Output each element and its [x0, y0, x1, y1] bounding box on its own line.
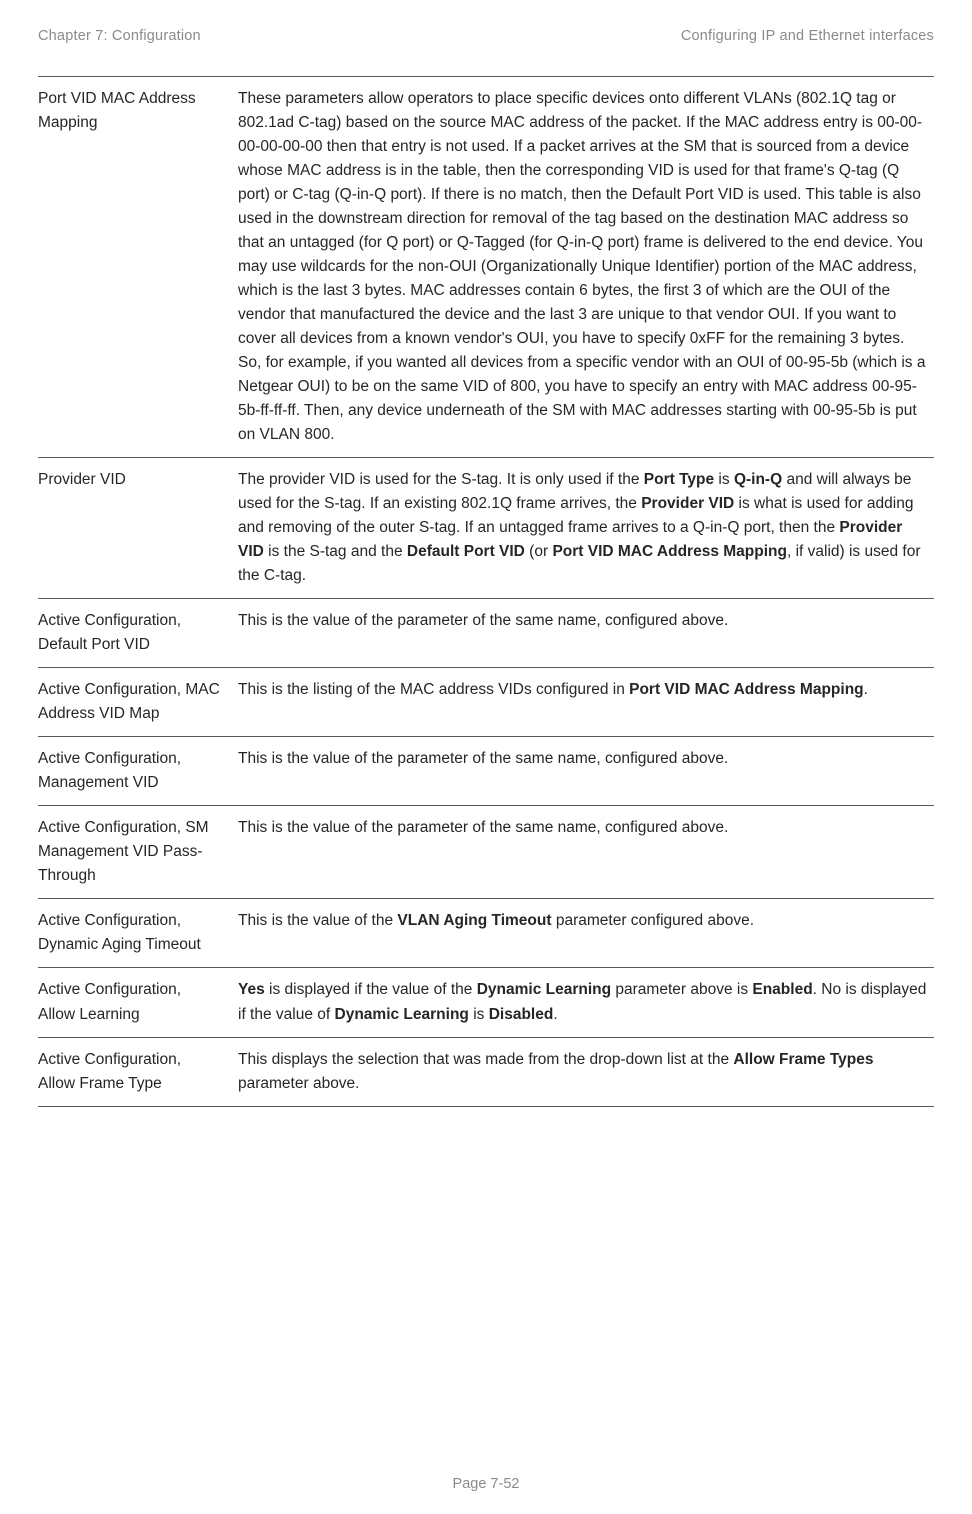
parameter-description: This is the listing of the MAC address V… [238, 668, 934, 737]
bold-text: Port VID MAC Address Mapping [629, 681, 864, 698]
page-footer: Page 7-52 [0, 1476, 972, 1492]
body-text: is [469, 1006, 489, 1023]
parameter-description: This is the value of the parameter of th… [238, 806, 934, 899]
table-row: Active Configuration, Allow LearningYes … [38, 968, 934, 1037]
body-text: is the S-tag and the [264, 543, 407, 560]
table-row: Active Configuration, MAC Address VID Ma… [38, 668, 934, 737]
table-row: Active Configuration, Dynamic Aging Time… [38, 899, 934, 968]
page-header: Chapter 7: Configuration Configuring IP … [38, 28, 934, 44]
body-text: is [714, 471, 734, 488]
body-text: is displayed if the value of the [265, 981, 477, 998]
bold-text: Port Type [644, 471, 714, 488]
bold-text: Port VID MAC Address Mapping [552, 543, 787, 560]
parameter-description: Yes is displayed if the value of the Dyn… [238, 968, 934, 1037]
bold-text: Dynamic Learning [335, 1006, 469, 1023]
parameter-name: Active Configuration, Management VID [38, 737, 238, 806]
parameter-name: Active Configuration, Allow Frame Type [38, 1037, 238, 1106]
body-text: This is the value of the [238, 912, 397, 929]
parameter-name: Port VID MAC Address Mapping [38, 77, 238, 458]
bold-text: Allow Frame Types [733, 1051, 873, 1068]
table-row: Active Configuration, SM Management VID … [38, 806, 934, 899]
bold-text: Disabled [489, 1006, 554, 1023]
parameter-name: Active Configuration, Dynamic Aging Time… [38, 899, 238, 968]
parameter-description: This is the value of the parameter of th… [238, 599, 934, 668]
parameter-name: Active Configuration, MAC Address VID Ma… [38, 668, 238, 737]
header-left: Chapter 7: Configuration [38, 28, 201, 44]
body-text: parameter configured above. [552, 912, 754, 929]
parameter-description: These parameters allow operators to plac… [238, 77, 934, 458]
bold-text: Provider VID [641, 495, 734, 512]
parameter-description: This displays the selection that was mad… [238, 1037, 934, 1106]
parameter-table: Port VID MAC Address MappingThese parame… [38, 76, 934, 1107]
parameter-description: This is the value of the parameter of th… [238, 737, 934, 806]
parameter-description: The provider VID is used for the S-tag. … [238, 458, 934, 599]
body-text: parameter above is [611, 981, 752, 998]
bold-text: Enabled [752, 981, 812, 998]
table-row: Active Configuration, Default Port VIDTh… [38, 599, 934, 668]
bold-text: Dynamic Learning [477, 981, 611, 998]
body-text: This displays the selection that was mad… [238, 1051, 733, 1068]
bold-text: Default Port VID [407, 543, 525, 560]
bold-text: VLAN Aging Timeout [397, 912, 551, 929]
bold-text: Q-in-Q [734, 471, 782, 488]
parameter-description: This is the value of the VLAN Aging Time… [238, 899, 934, 968]
parameter-name: Active Configuration, Allow Learning [38, 968, 238, 1037]
table-row: Active Configuration, Allow Frame TypeTh… [38, 1037, 934, 1106]
table-row: Port VID MAC Address MappingThese parame… [38, 77, 934, 458]
body-text: The provider VID is used for the S-tag. … [238, 471, 644, 488]
table-row: Active Configuration, Management VIDThis… [38, 737, 934, 806]
parameter-name: Active Configuration, Default Port VID [38, 599, 238, 668]
parameter-name: Active Configuration, SM Management VID … [38, 806, 238, 899]
body-text: These parameters allow operators to plac… [238, 90, 926, 443]
body-text: This is the value of the parameter of th… [238, 750, 728, 767]
table-row: Provider VIDThe provider VID is used for… [38, 458, 934, 599]
body-text: . [553, 1006, 557, 1023]
header-right: Configuring IP and Ethernet interfaces [681, 28, 934, 44]
body-text: This is the value of the parameter of th… [238, 612, 728, 629]
parameter-name: Provider VID [38, 458, 238, 599]
body-text: This is the value of the parameter of th… [238, 819, 728, 836]
body-text: This is the listing of the MAC address V… [238, 681, 629, 698]
body-text: (or [525, 543, 553, 560]
body-text: . [864, 681, 868, 698]
body-text: parameter above. [238, 1075, 360, 1092]
bold-text: Yes [238, 981, 265, 998]
